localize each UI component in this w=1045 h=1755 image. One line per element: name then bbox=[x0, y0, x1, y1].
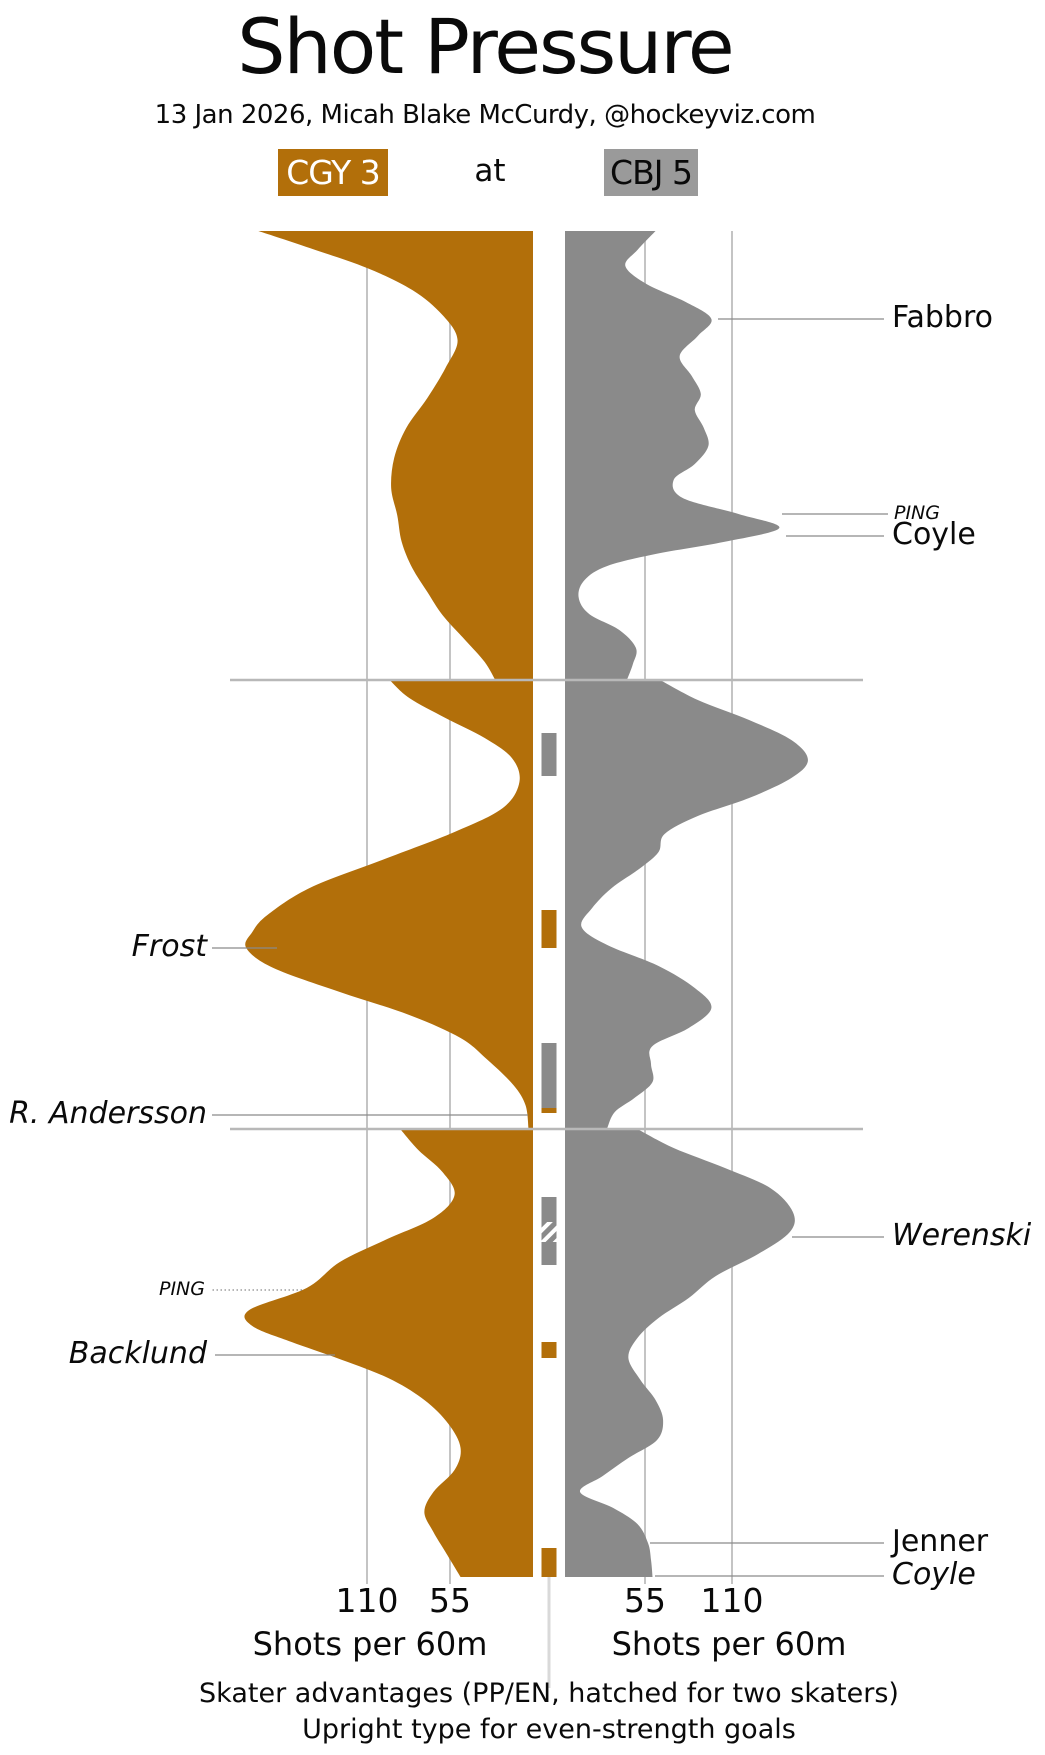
advantage-marker-hatched-band bbox=[541, 1222, 557, 1242]
left-axis-tick-110: 110 bbox=[335, 1581, 399, 1620]
left-axis-tick-55: 55 bbox=[429, 1581, 471, 1620]
density-cbj-period-1 bbox=[565, 231, 780, 680]
advantage-marker-cgy bbox=[541, 1108, 557, 1113]
advantage-marker-cgy bbox=[541, 1342, 557, 1358]
goal-label-ping-coyle: PING bbox=[894, 502, 940, 524]
goal-label-ping-backlund: PING bbox=[159, 1278, 205, 1300]
goal-label-werenski: Werenski bbox=[892, 1218, 1032, 1253]
advantage-marker-cbj bbox=[541, 1043, 557, 1108]
advantage-marker-cbj bbox=[541, 733, 557, 776]
density-cgy-period-3 bbox=[244, 1129, 534, 1577]
left-axis-title: Shots per 60m bbox=[252, 1625, 488, 1663]
advantage-marker-cgy bbox=[541, 1548, 557, 1577]
goal-label-fabbro: Fabbro bbox=[892, 300, 994, 335]
home-team-score-badge: CBJ 5 bbox=[604, 149, 698, 196]
footnote-advantages: Skater advantages (PP/EN, hatched for tw… bbox=[199, 1678, 899, 1709]
right-axis-title: Shots per 60m bbox=[611, 1625, 847, 1663]
goal-label-jenner: Jenner bbox=[892, 1524, 989, 1559]
goal-label-coyle-2: Coyle bbox=[892, 1557, 976, 1592]
chart-subtitle: 13 Jan 2026, Micah Blake McCurdy, @hocke… bbox=[154, 100, 816, 130]
page-title: Shot Pressure bbox=[237, 2, 734, 91]
density-cgy-period-1 bbox=[258, 231, 533, 680]
goal-label-backlund: Backlund bbox=[68, 1336, 207, 1371]
density-cgy-period-2 bbox=[245, 680, 534, 1128]
density-cbj-period-2 bbox=[565, 680, 808, 1128]
matchup-at-label: at bbox=[474, 153, 506, 189]
density-cbj-period-3 bbox=[565, 1129, 795, 1577]
goal-label-r-andersson: R. Andersson bbox=[9, 1096, 207, 1131]
away-team-score-badge: CGY 3 bbox=[278, 149, 388, 196]
right-axis-tick-55: 55 bbox=[624, 1581, 666, 1620]
goal-label-coyle: Coyle bbox=[892, 517, 976, 552]
right-axis-tick-110: 110 bbox=[700, 1581, 764, 1620]
advantage-marker-cgy bbox=[541, 910, 557, 948]
goal-label-frost: Frost bbox=[131, 929, 207, 964]
footnote-even-strength: Upright type for even-strength goals bbox=[302, 1714, 796, 1745]
